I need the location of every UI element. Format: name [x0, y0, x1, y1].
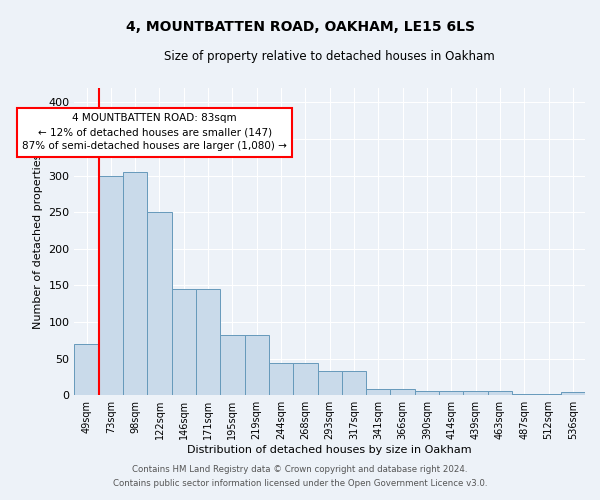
Bar — [220, 335, 245, 395]
Bar — [172, 289, 196, 395]
Y-axis label: Number of detached properties: Number of detached properties — [33, 154, 43, 329]
Bar — [196, 289, 220, 395]
X-axis label: Distribution of detached houses by size in Oakham: Distribution of detached houses by size … — [187, 445, 472, 455]
Text: 4 MOUNTBATTEN ROAD: 83sqm
← 12% of detached houses are smaller (147)
87% of semi: 4 MOUNTBATTEN ROAD: 83sqm ← 12% of detac… — [22, 114, 287, 152]
Bar — [560, 392, 585, 395]
Text: 4, MOUNTBATTEN ROAD, OAKHAM, LE15 6LS: 4, MOUNTBATTEN ROAD, OAKHAM, LE15 6LS — [125, 20, 475, 34]
Title: Size of property relative to detached houses in Oakham: Size of property relative to detached ho… — [164, 50, 495, 63]
Bar — [148, 212, 172, 395]
Bar — [391, 388, 415, 395]
Bar — [74, 344, 98, 395]
Bar — [342, 371, 366, 395]
Bar — [293, 363, 317, 395]
Bar — [415, 391, 439, 395]
Bar — [269, 363, 293, 395]
Bar — [317, 371, 342, 395]
Bar — [536, 394, 560, 395]
Bar — [245, 335, 269, 395]
Bar — [488, 391, 512, 395]
Bar — [98, 176, 123, 395]
Bar — [439, 391, 463, 395]
Bar — [463, 391, 488, 395]
Bar — [366, 388, 391, 395]
Bar — [123, 172, 148, 395]
Text: Contains HM Land Registry data © Crown copyright and database right 2024.
Contai: Contains HM Land Registry data © Crown c… — [113, 466, 487, 487]
Bar — [512, 394, 536, 395]
